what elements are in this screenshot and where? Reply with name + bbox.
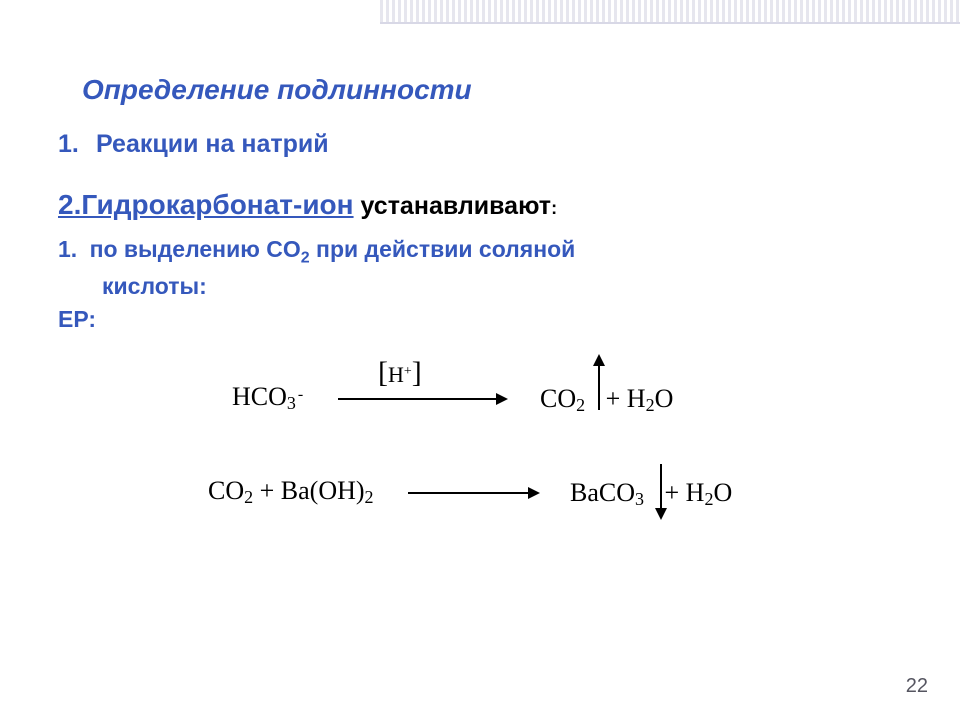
rx1-arrow-annotation: [Н+] — [378, 356, 422, 390]
sub-ep: ЕР: — [58, 303, 842, 336]
rx1-left: HCO3- — [232, 384, 303, 412]
slide-content: Определение подлинности 1.Реакции на нат… — [0, 0, 960, 720]
rx2-precipitate-down-arrow — [660, 464, 662, 518]
slide-title: Определение подлинности — [82, 74, 900, 106]
item2-tail: устанавливают — [354, 192, 552, 220]
rx1-right: CO2 + H2O — [540, 386, 673, 414]
sub-line-a2: при действии соляной — [310, 236, 576, 262]
page-number: 22 — [906, 675, 928, 698]
rx2-left: CO2 + Ba(OH)2 — [208, 478, 374, 506]
item2-colon: : — [551, 198, 557, 218]
rx2-right: BaCO3 + H2O — [570, 480, 732, 508]
sub-co2: 2 — [301, 250, 310, 267]
item1-text: Реакции на натрий — [96, 130, 329, 158]
list-item-2: 2.Гидрокарбонат-ион устанавливают: — [58, 189, 900, 221]
rx1-arrow — [338, 398, 506, 400]
list-item-1: 1.Реакции на натрий — [58, 130, 900, 159]
rx2-arrow — [408, 492, 538, 494]
sub-line-b: кислоты: — [102, 270, 842, 303]
reactions-area: HCO3- [Н+] CO2 + H2O CO2 + Ba(OH)2 BaCO3… — [0, 350, 900, 610]
sub-line-a: по выделению CO — [90, 236, 301, 262]
item2-lead: 2.Гидрокарбонат-ион — [58, 189, 354, 220]
sub-item: 1. по выделению CO2 при действии соляной… — [58, 233, 842, 336]
item1-number: 1. — [58, 130, 96, 159]
sub-num: 1. — [58, 236, 77, 262]
